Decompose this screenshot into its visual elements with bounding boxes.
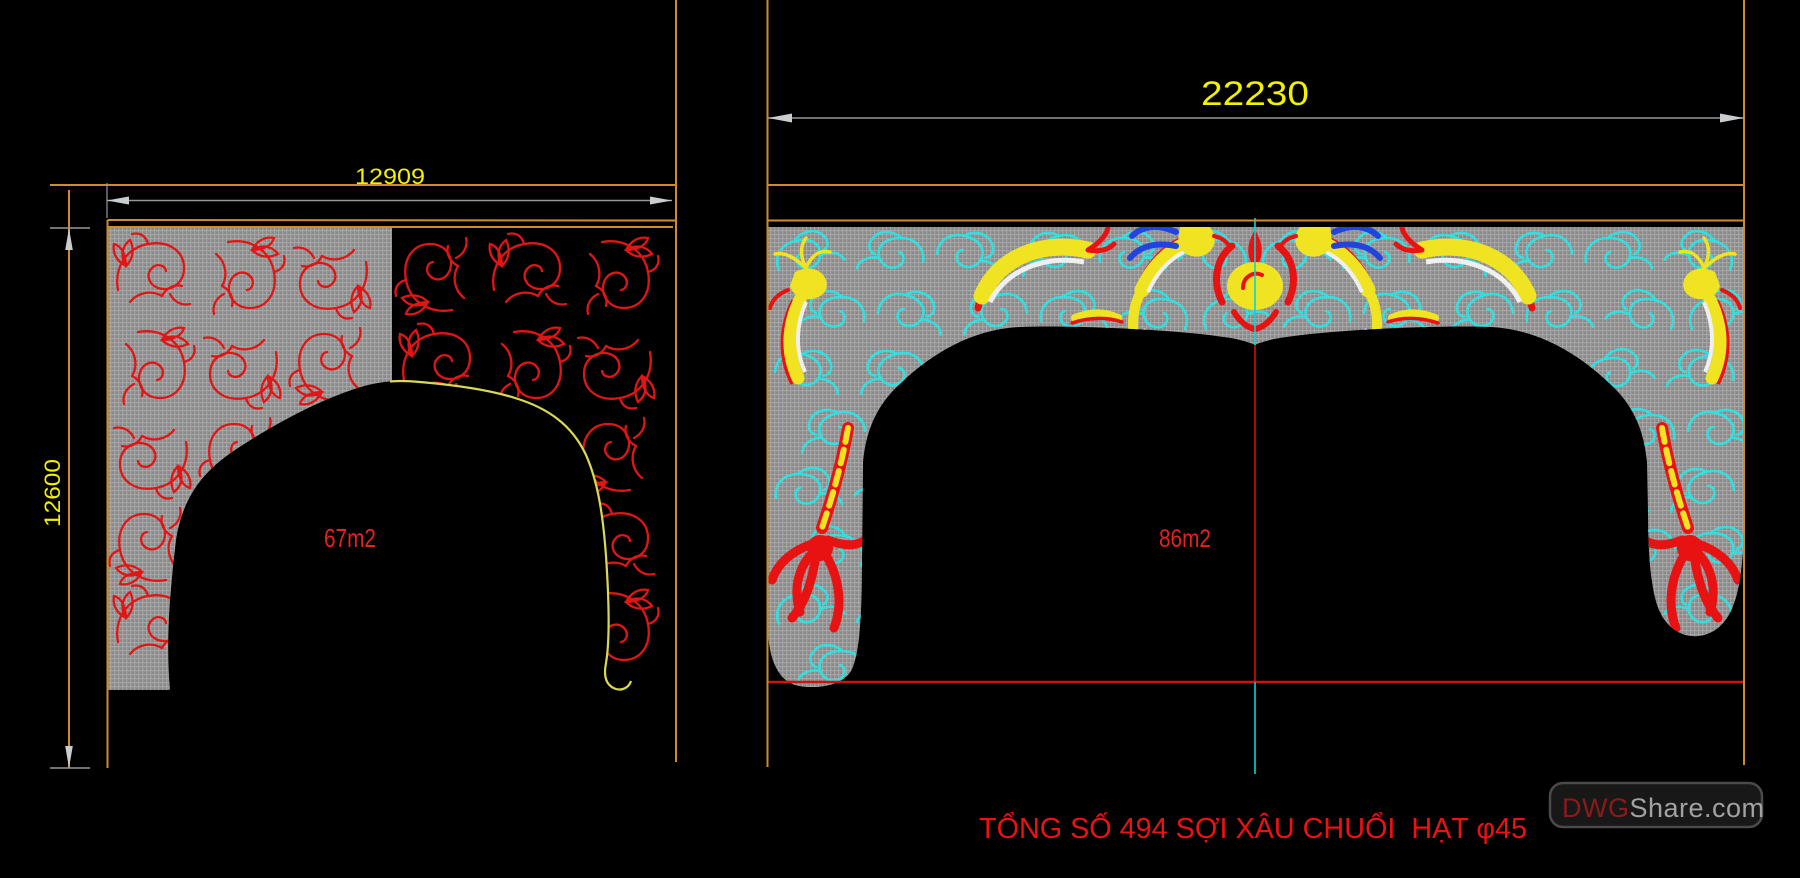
dwgshare-logo: DWGShare.com	[1548, 781, 1765, 829]
dim-arrow-down	[65, 746, 73, 768]
dimension-width-left: 12909	[355, 164, 425, 189]
dim-arrow-left2	[768, 113, 792, 123]
watermark-suffix: Share.com	[1629, 793, 1764, 823]
dim-arrow-right2	[1720, 113, 1744, 123]
dim-arrow-left	[107, 196, 129, 205]
area-label-right: 86m2	[1159, 525, 1211, 553]
dimension-height-left: 12600	[40, 459, 65, 527]
dim-arrow-right	[650, 196, 672, 205]
watermark-prefix: DWG	[1562, 793, 1629, 823]
watermark-box	[1548, 781, 1764, 829]
dim-arrow-up	[65, 228, 73, 250]
total-strings-note: TỔNG SỐ 494 SỢI XÂU CHUỔI HẠT φ45	[979, 811, 1527, 845]
left-drawing	[108, 227, 660, 697]
left-arch-outline	[390, 379, 633, 691]
dimensions	[50, 113, 1744, 769]
watermark-text: DWGShare.com	[1562, 793, 1765, 823]
right-drawing	[768, 218, 1744, 774]
left-arch-cutout	[165, 381, 631, 697]
area-label-left: 67m2	[324, 523, 376, 553]
frame-lines	[50, 0, 1745, 768]
dimension-width-right: 22230	[1201, 75, 1309, 113]
